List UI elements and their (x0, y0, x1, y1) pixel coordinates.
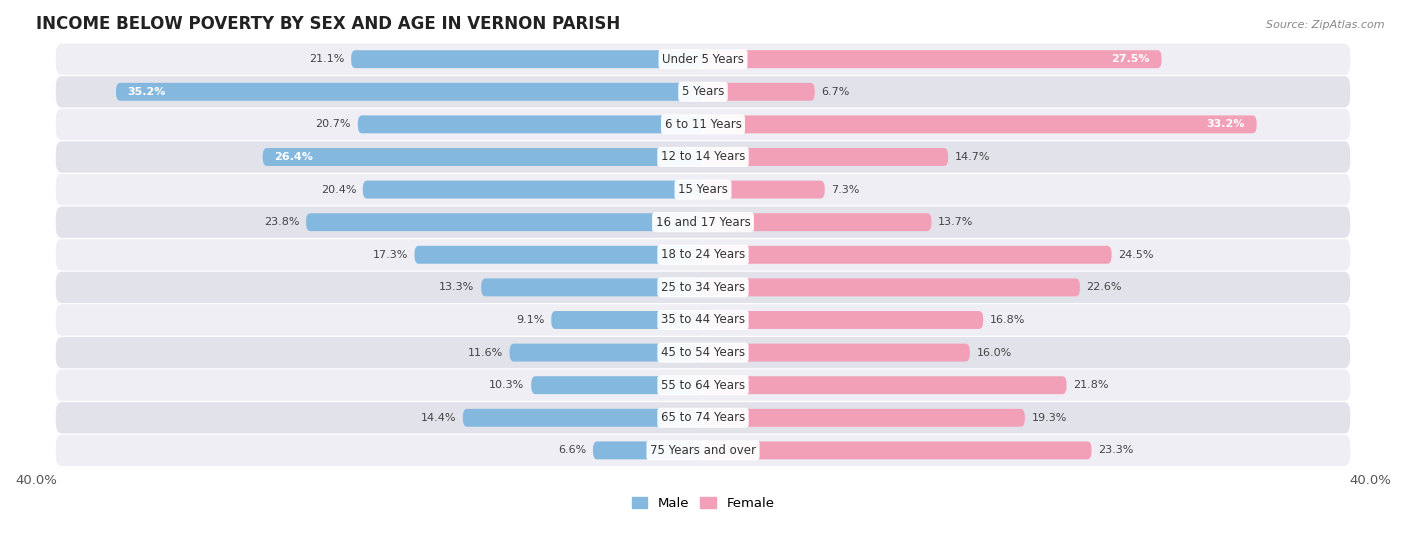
Text: 75 Years and over: 75 Years and over (650, 444, 756, 457)
Text: INCOME BELOW POVERTY BY SEX AND AGE IN VERNON PARISH: INCOME BELOW POVERTY BY SEX AND AGE IN V… (37, 15, 620, 33)
FancyBboxPatch shape (363, 181, 703, 198)
Text: 6.6%: 6.6% (558, 446, 586, 456)
Text: 25 to 34 Years: 25 to 34 Years (661, 281, 745, 294)
FancyBboxPatch shape (703, 409, 1025, 427)
Text: 21.1%: 21.1% (309, 54, 344, 64)
Text: 16 and 17 Years: 16 and 17 Years (655, 216, 751, 229)
Text: 13.7%: 13.7% (938, 217, 973, 227)
FancyBboxPatch shape (463, 409, 703, 427)
Text: 13.3%: 13.3% (439, 282, 475, 292)
Text: 65 to 74 Years: 65 to 74 Years (661, 411, 745, 424)
Text: 5 Years: 5 Years (682, 86, 724, 98)
Text: 20.4%: 20.4% (321, 184, 356, 195)
Text: 16.8%: 16.8% (990, 315, 1025, 325)
Text: 6.7%: 6.7% (821, 87, 849, 97)
FancyBboxPatch shape (56, 337, 1350, 368)
FancyBboxPatch shape (352, 50, 703, 68)
Text: 9.1%: 9.1% (516, 315, 544, 325)
Text: 22.6%: 22.6% (1087, 282, 1122, 292)
Text: 35 to 44 Years: 35 to 44 Years (661, 314, 745, 326)
FancyBboxPatch shape (56, 369, 1350, 401)
Text: 26.4%: 26.4% (274, 152, 314, 162)
Text: 27.5%: 27.5% (1111, 54, 1150, 64)
Text: 11.6%: 11.6% (468, 348, 503, 358)
FancyBboxPatch shape (56, 272, 1350, 303)
Text: 14.7%: 14.7% (955, 152, 990, 162)
Text: 35.2%: 35.2% (128, 87, 166, 97)
FancyBboxPatch shape (703, 376, 1067, 394)
FancyBboxPatch shape (56, 206, 1350, 238)
Text: 6 to 11 Years: 6 to 11 Years (665, 118, 741, 131)
Text: 10.3%: 10.3% (489, 380, 524, 390)
FancyBboxPatch shape (357, 115, 703, 134)
FancyBboxPatch shape (531, 376, 703, 394)
FancyBboxPatch shape (703, 344, 970, 362)
FancyBboxPatch shape (703, 148, 948, 166)
Text: 12 to 14 Years: 12 to 14 Years (661, 150, 745, 163)
FancyBboxPatch shape (115, 83, 703, 101)
FancyBboxPatch shape (551, 311, 703, 329)
FancyBboxPatch shape (703, 50, 1161, 68)
Text: 33.2%: 33.2% (1206, 120, 1244, 129)
FancyBboxPatch shape (56, 44, 1350, 75)
FancyBboxPatch shape (703, 442, 1091, 459)
Text: 23.8%: 23.8% (264, 217, 299, 227)
Text: 24.5%: 24.5% (1118, 250, 1154, 260)
Text: 21.8%: 21.8% (1073, 380, 1109, 390)
Text: 14.4%: 14.4% (420, 413, 456, 423)
FancyBboxPatch shape (509, 344, 703, 362)
Text: 23.3%: 23.3% (1098, 446, 1133, 456)
Text: Under 5 Years: Under 5 Years (662, 53, 744, 66)
FancyBboxPatch shape (56, 304, 1350, 335)
FancyBboxPatch shape (56, 435, 1350, 466)
FancyBboxPatch shape (56, 141, 1350, 173)
Text: 55 to 64 Years: 55 to 64 Years (661, 378, 745, 392)
Text: Source: ZipAtlas.com: Source: ZipAtlas.com (1267, 20, 1385, 30)
FancyBboxPatch shape (703, 246, 1112, 264)
FancyBboxPatch shape (263, 148, 703, 166)
FancyBboxPatch shape (56, 174, 1350, 205)
FancyBboxPatch shape (307, 213, 703, 231)
Text: 16.0%: 16.0% (977, 348, 1012, 358)
FancyBboxPatch shape (703, 311, 983, 329)
Text: 18 to 24 Years: 18 to 24 Years (661, 248, 745, 261)
Text: 7.3%: 7.3% (831, 184, 860, 195)
FancyBboxPatch shape (703, 83, 814, 101)
FancyBboxPatch shape (703, 181, 825, 198)
Text: 45 to 54 Years: 45 to 54 Years (661, 346, 745, 359)
FancyBboxPatch shape (56, 76, 1350, 107)
FancyBboxPatch shape (481, 278, 703, 296)
Text: 15 Years: 15 Years (678, 183, 728, 196)
FancyBboxPatch shape (56, 239, 1350, 271)
FancyBboxPatch shape (703, 278, 1080, 296)
FancyBboxPatch shape (56, 109, 1350, 140)
FancyBboxPatch shape (593, 442, 703, 459)
Legend: Male, Female: Male, Female (626, 491, 780, 515)
FancyBboxPatch shape (703, 115, 1257, 134)
Text: 19.3%: 19.3% (1032, 413, 1067, 423)
FancyBboxPatch shape (56, 402, 1350, 433)
FancyBboxPatch shape (415, 246, 703, 264)
Text: 20.7%: 20.7% (315, 120, 352, 129)
Text: 17.3%: 17.3% (373, 250, 408, 260)
FancyBboxPatch shape (703, 213, 931, 231)
